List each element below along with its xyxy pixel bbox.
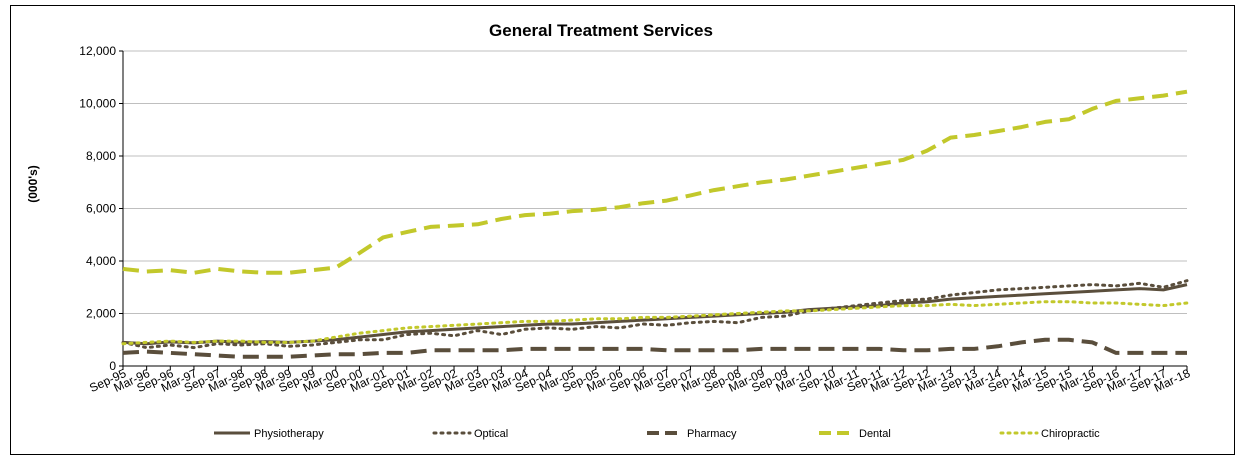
legend-label-chiropractic: Chiropractic [1041, 428, 1100, 440]
x-tick-labels: Sep-95Mar-96Sep-96Mar-97Sep-97Mar-98Sep-… [87, 366, 1192, 395]
gridlines [123, 50, 1187, 314]
series-line-chiropractic [121, 300, 1189, 346]
legend-label-optical: Optical [474, 428, 508, 440]
y-tick-label: 6,000 [86, 202, 116, 216]
y-tick-labels: 0 2,000 4,000 6,000 8,000 10,000 12,000 [79, 44, 116, 373]
line-chart: General Treatment Services (000's) 0 2,00… [26, 21, 1193, 440]
y-axis-label: (000's) [26, 165, 40, 203]
series-line-dental [122, 89, 1188, 275]
y-tick-label: 0 [109, 359, 116, 373]
series-line-optical [121, 279, 1189, 350]
y-tick-label: 2,000 [86, 307, 116, 321]
y-tick-label: 4,000 [86, 254, 116, 268]
legend: Physiotherapy Optical Pharmacy Dental Chirop… [214, 428, 1100, 440]
legend-label-dental: Dental [859, 428, 891, 440]
y-tick-label: 12,000 [79, 44, 116, 58]
series-lines [121, 89, 1189, 359]
legend-label-physiotherapy: Physiotherapy [254, 428, 324, 440]
y-tick-label: 8,000 [86, 149, 116, 163]
series-line-physiotherapy [122, 283, 1188, 346]
series-line-pharmacy [122, 337, 1187, 359]
legend-label-pharmacy: Pharmacy [687, 428, 737, 440]
chart-title: General Treatment Services [489, 21, 713, 40]
axes [119, 50, 1188, 370]
chart-frame: General Treatment Services (000's) 0 2,00… [10, 5, 1235, 455]
y-tick-label: 10,000 [79, 97, 116, 111]
